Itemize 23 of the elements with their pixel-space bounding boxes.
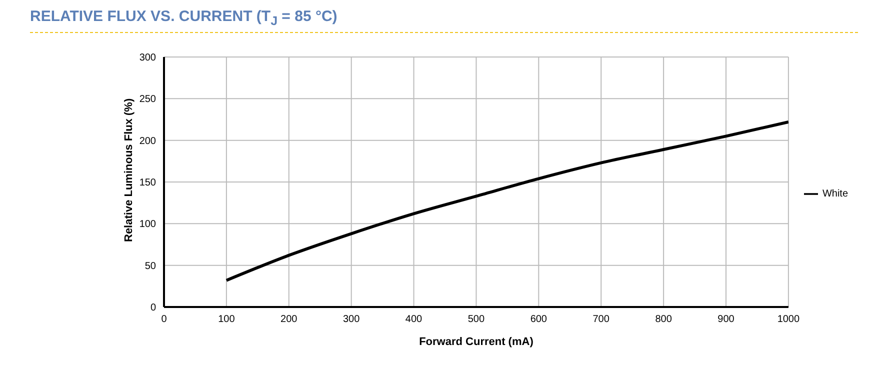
line-series	[224, 120, 788, 282]
y-tick-label: 0	[150, 302, 156, 314]
y-tick-label: 250	[139, 94, 156, 106]
chart-title: RELATIVE FLUX VS. CURRENT (T$_{J}$ = 85 °C)	[30, 8, 858, 33]
x-tick-label: 0	[161, 314, 168, 326]
y-tick-label: 200	[139, 136, 156, 147]
x-tick-label: 400	[405, 314, 423, 326]
x-tick-label: 300	[342, 314, 360, 326]
x-tick-label: 1000	[777, 314, 800, 326]
y-axis-title: Relative Luminous Flux (%)	[122, 98, 135, 242]
legend-label: White	[822, 188, 848, 200]
x-tick-label: 800	[655, 314, 672, 326]
y-tick-label: 50	[144, 260, 156, 272]
x-tick-label: 200	[280, 314, 298, 326]
y-tick-label: 300	[139, 52, 156, 64]
y-tick-label: 100	[139, 219, 156, 230]
x-tick-label: 500	[468, 314, 485, 326]
y-tick-label: 150	[139, 178, 156, 189]
x-tick-label: 900	[718, 314, 735, 326]
x-tick-label: 600	[530, 314, 548, 326]
x-tick-label: 100	[218, 314, 236, 326]
x-tick-label: 700	[592, 314, 610, 326]
x-axis-title: Forward Current (mA)	[419, 336, 534, 348]
